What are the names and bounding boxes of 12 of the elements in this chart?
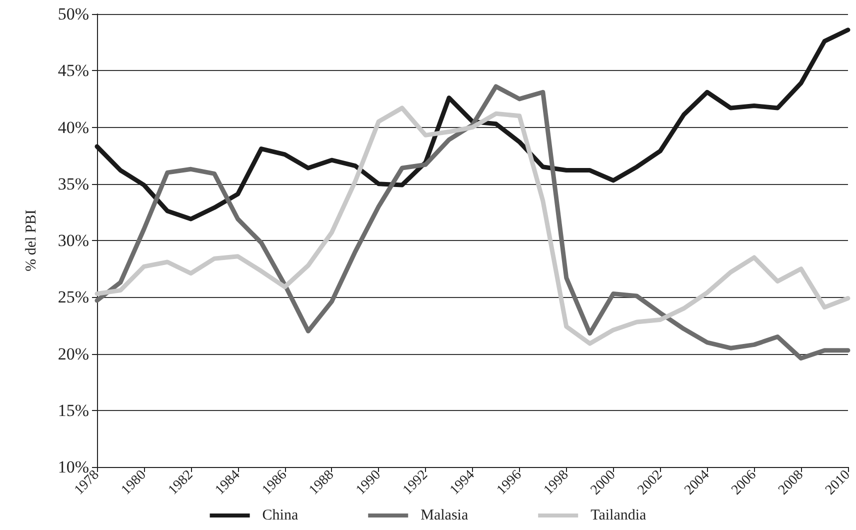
legend-label: Tailandia (590, 508, 647, 524)
legend-label: Malasia (420, 508, 468, 524)
legend-label: China (262, 508, 298, 524)
y-axis-title: % del PBI (24, 210, 40, 272)
y-tick-label: 30% (58, 231, 89, 250)
y-tick-label: 25% (58, 288, 89, 307)
y-tick-label: 40% (58, 118, 89, 137)
y-tick-label: 20% (58, 344, 89, 364)
y-tick-label: 45% (58, 61, 89, 80)
y-tick-label: 50% (58, 4, 89, 24)
y-tick-label: 15% (58, 400, 89, 420)
y-tick-label: 35% (58, 174, 89, 194)
